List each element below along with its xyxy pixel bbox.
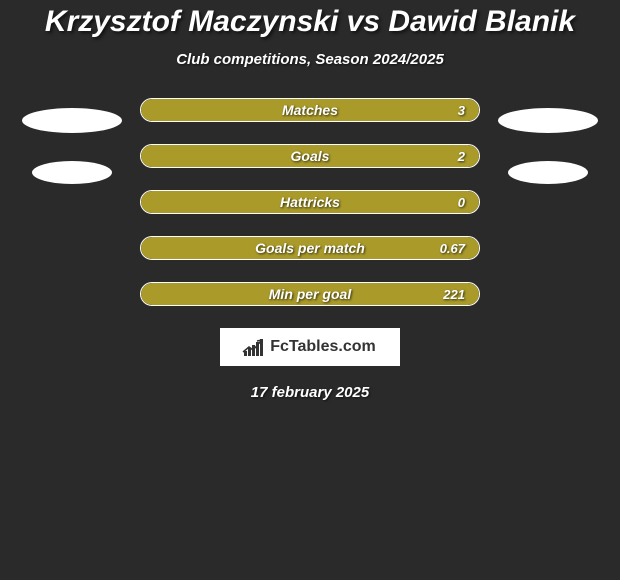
stats-area: Matches 3 Goals 2 Hattricks 0 Goals per match 0… — [0, 98, 620, 306]
chart-icon — [244, 339, 264, 356]
stat-bar: Hattricks 0 — [140, 190, 480, 214]
stat-value: 0.67 — [440, 241, 465, 256]
player-ellipse — [32, 161, 112, 184]
stat-bar: Matches 3 — [140, 98, 480, 122]
player-ellipse — [498, 108, 598, 133]
stat-label: Matches — [282, 102, 338, 118]
stats-bars: Matches 3 Goals 2 Hattricks 0 Goals per match 0… — [140, 98, 480, 306]
date-text: 17 february 2025 — [251, 384, 369, 401]
stat-value: 2 — [458, 149, 465, 164]
player-ellipse — [22, 108, 122, 133]
player-ellipse — [508, 161, 588, 184]
stat-label: Min per goal — [269, 286, 351, 302]
stat-bar: Goals 2 — [140, 144, 480, 168]
right-player-ellipses — [498, 108, 598, 184]
page-subtitle: Club competitions, Season 2024/2025 — [176, 51, 444, 68]
infographic-container: Krzysztof Maczynski vs Dawid Blanik Club… — [0, 0, 620, 401]
page-title: Krzysztof Maczynski vs Dawid Blanik — [45, 5, 575, 39]
stat-value: 0 — [458, 195, 465, 210]
stat-value: 3 — [458, 103, 465, 118]
left-player-ellipses — [22, 108, 122, 184]
stat-value: 221 — [443, 287, 465, 302]
stat-bar: Goals per match 0.67 — [140, 236, 480, 260]
fctables-logo[interactable]: FcTables.com — [220, 328, 400, 366]
stat-bar: Min per goal 221 — [140, 282, 480, 306]
stat-label: Goals per match — [255, 240, 365, 256]
stat-label: Goals — [291, 148, 330, 164]
stat-label: Hattricks — [280, 194, 340, 210]
logo-text: FcTables.com — [270, 338, 376, 356]
